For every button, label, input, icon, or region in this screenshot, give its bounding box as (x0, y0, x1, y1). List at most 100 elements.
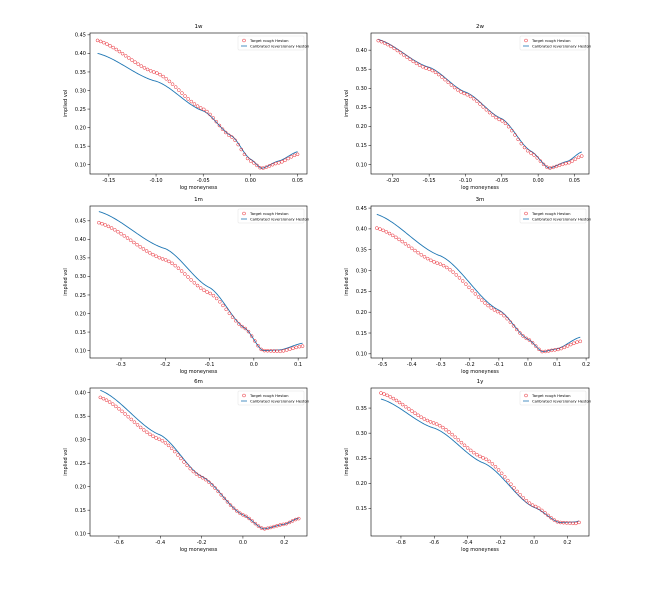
data-point (543, 349, 548, 354)
data-point (559, 346, 563, 351)
data-point (546, 513, 550, 518)
y-axis-label: implied vol (344, 90, 350, 117)
data-point (537, 347, 541, 352)
data-point (135, 423, 140, 427)
data-point (176, 453, 180, 457)
x-tick-label: 0.2 (563, 540, 571, 546)
legend-label-model: Calibrated reversionary Heston (532, 399, 592, 404)
x-tick-label: 0.05 (569, 178, 580, 184)
data-point (211, 116, 215, 120)
data-point (188, 466, 192, 471)
data-point (534, 344, 538, 348)
plot-frame (370, 32, 590, 175)
data-point (145, 430, 149, 434)
data-point (281, 349, 286, 353)
y-tick-label: 0.15 (75, 508, 86, 514)
x-tick-label: 0.2 (582, 362, 590, 368)
data-point (500, 119, 504, 123)
data-point (486, 303, 490, 308)
y-tick-label: 0.40 (356, 48, 367, 54)
data-point (397, 237, 401, 242)
data-point (384, 230, 389, 234)
data-point (511, 324, 516, 328)
data-point (152, 70, 156, 74)
x-tick-label: 0.0 (250, 362, 258, 368)
x-tick-label: -0.8 (396, 540, 406, 546)
data-point (208, 112, 212, 117)
data-point (208, 291, 213, 296)
data-point (195, 283, 200, 288)
data-point (95, 38, 100, 43)
data-point (568, 342, 573, 347)
data-point (273, 161, 278, 166)
data-point (167, 79, 172, 84)
x-axis-label: log moneyness (461, 369, 499, 375)
data-point (411, 59, 415, 64)
y-tick-label: 0.20 (356, 310, 367, 316)
data-point (379, 39, 384, 44)
x-tick-label: -0.2 (465, 362, 475, 368)
data-point (416, 413, 420, 418)
data-point (522, 145, 527, 150)
data-point (295, 152, 300, 157)
plot-frame (89, 32, 308, 175)
data-point (538, 159, 543, 163)
series-line-calibrated-reversionary-heston (378, 39, 582, 169)
data-point (292, 153, 297, 158)
data-point (503, 475, 507, 479)
legend-marker-target (242, 393, 246, 398)
data-point (417, 63, 422, 67)
data-point (390, 233, 395, 238)
y-tick-label: 0.20 (75, 125, 86, 131)
data-point (410, 246, 414, 251)
y-tick-label: 0.40 (75, 51, 86, 57)
data-point (468, 94, 473, 99)
data-point (509, 482, 513, 486)
data-point (230, 135, 234, 139)
data-point (161, 74, 165, 79)
data-point (387, 231, 392, 236)
data-point (211, 293, 216, 298)
data-point (286, 156, 290, 161)
y-tick-label: 0.45 (75, 33, 86, 39)
data-point (98, 395, 103, 400)
data-point (519, 141, 524, 146)
data-point (205, 290, 209, 294)
data-point (148, 432, 152, 437)
data-point (189, 99, 194, 104)
data-point (481, 456, 485, 460)
x-axis-label: log moneyness (180, 547, 218, 553)
data-point (382, 41, 387, 45)
legend-box (237, 208, 305, 224)
plot-frame (370, 205, 590, 359)
data-point (132, 240, 136, 245)
data-point (524, 336, 528, 341)
data-point (413, 411, 417, 415)
data-point (148, 69, 153, 73)
data-point (391, 396, 396, 401)
data-point (535, 156, 539, 160)
data-point (293, 517, 298, 522)
x-tick-label: -0.6 (429, 540, 439, 546)
data-point (221, 303, 225, 308)
data-point (453, 435, 457, 439)
data-point (518, 331, 522, 335)
x-tick-label: 0.00 (245, 178, 256, 184)
data-point (473, 292, 478, 296)
y-axis-label: implied vol (63, 448, 69, 475)
data-point (138, 425, 143, 430)
data-point (492, 308, 497, 312)
x-tick-label: -0.5 (378, 362, 388, 368)
data-point (241, 513, 245, 517)
data-point (541, 162, 546, 167)
legend-label-model: Calibrated reversionary Heston (250, 399, 310, 404)
series-line-calibrated-reversionary-heston (98, 211, 303, 352)
data-point (427, 67, 431, 71)
data-point (151, 252, 155, 257)
data-point (119, 232, 123, 236)
data-point (456, 438, 461, 442)
plot-frame (89, 205, 308, 359)
data-point (104, 398, 109, 402)
data-point (245, 156, 250, 161)
data-point (452, 85, 457, 90)
